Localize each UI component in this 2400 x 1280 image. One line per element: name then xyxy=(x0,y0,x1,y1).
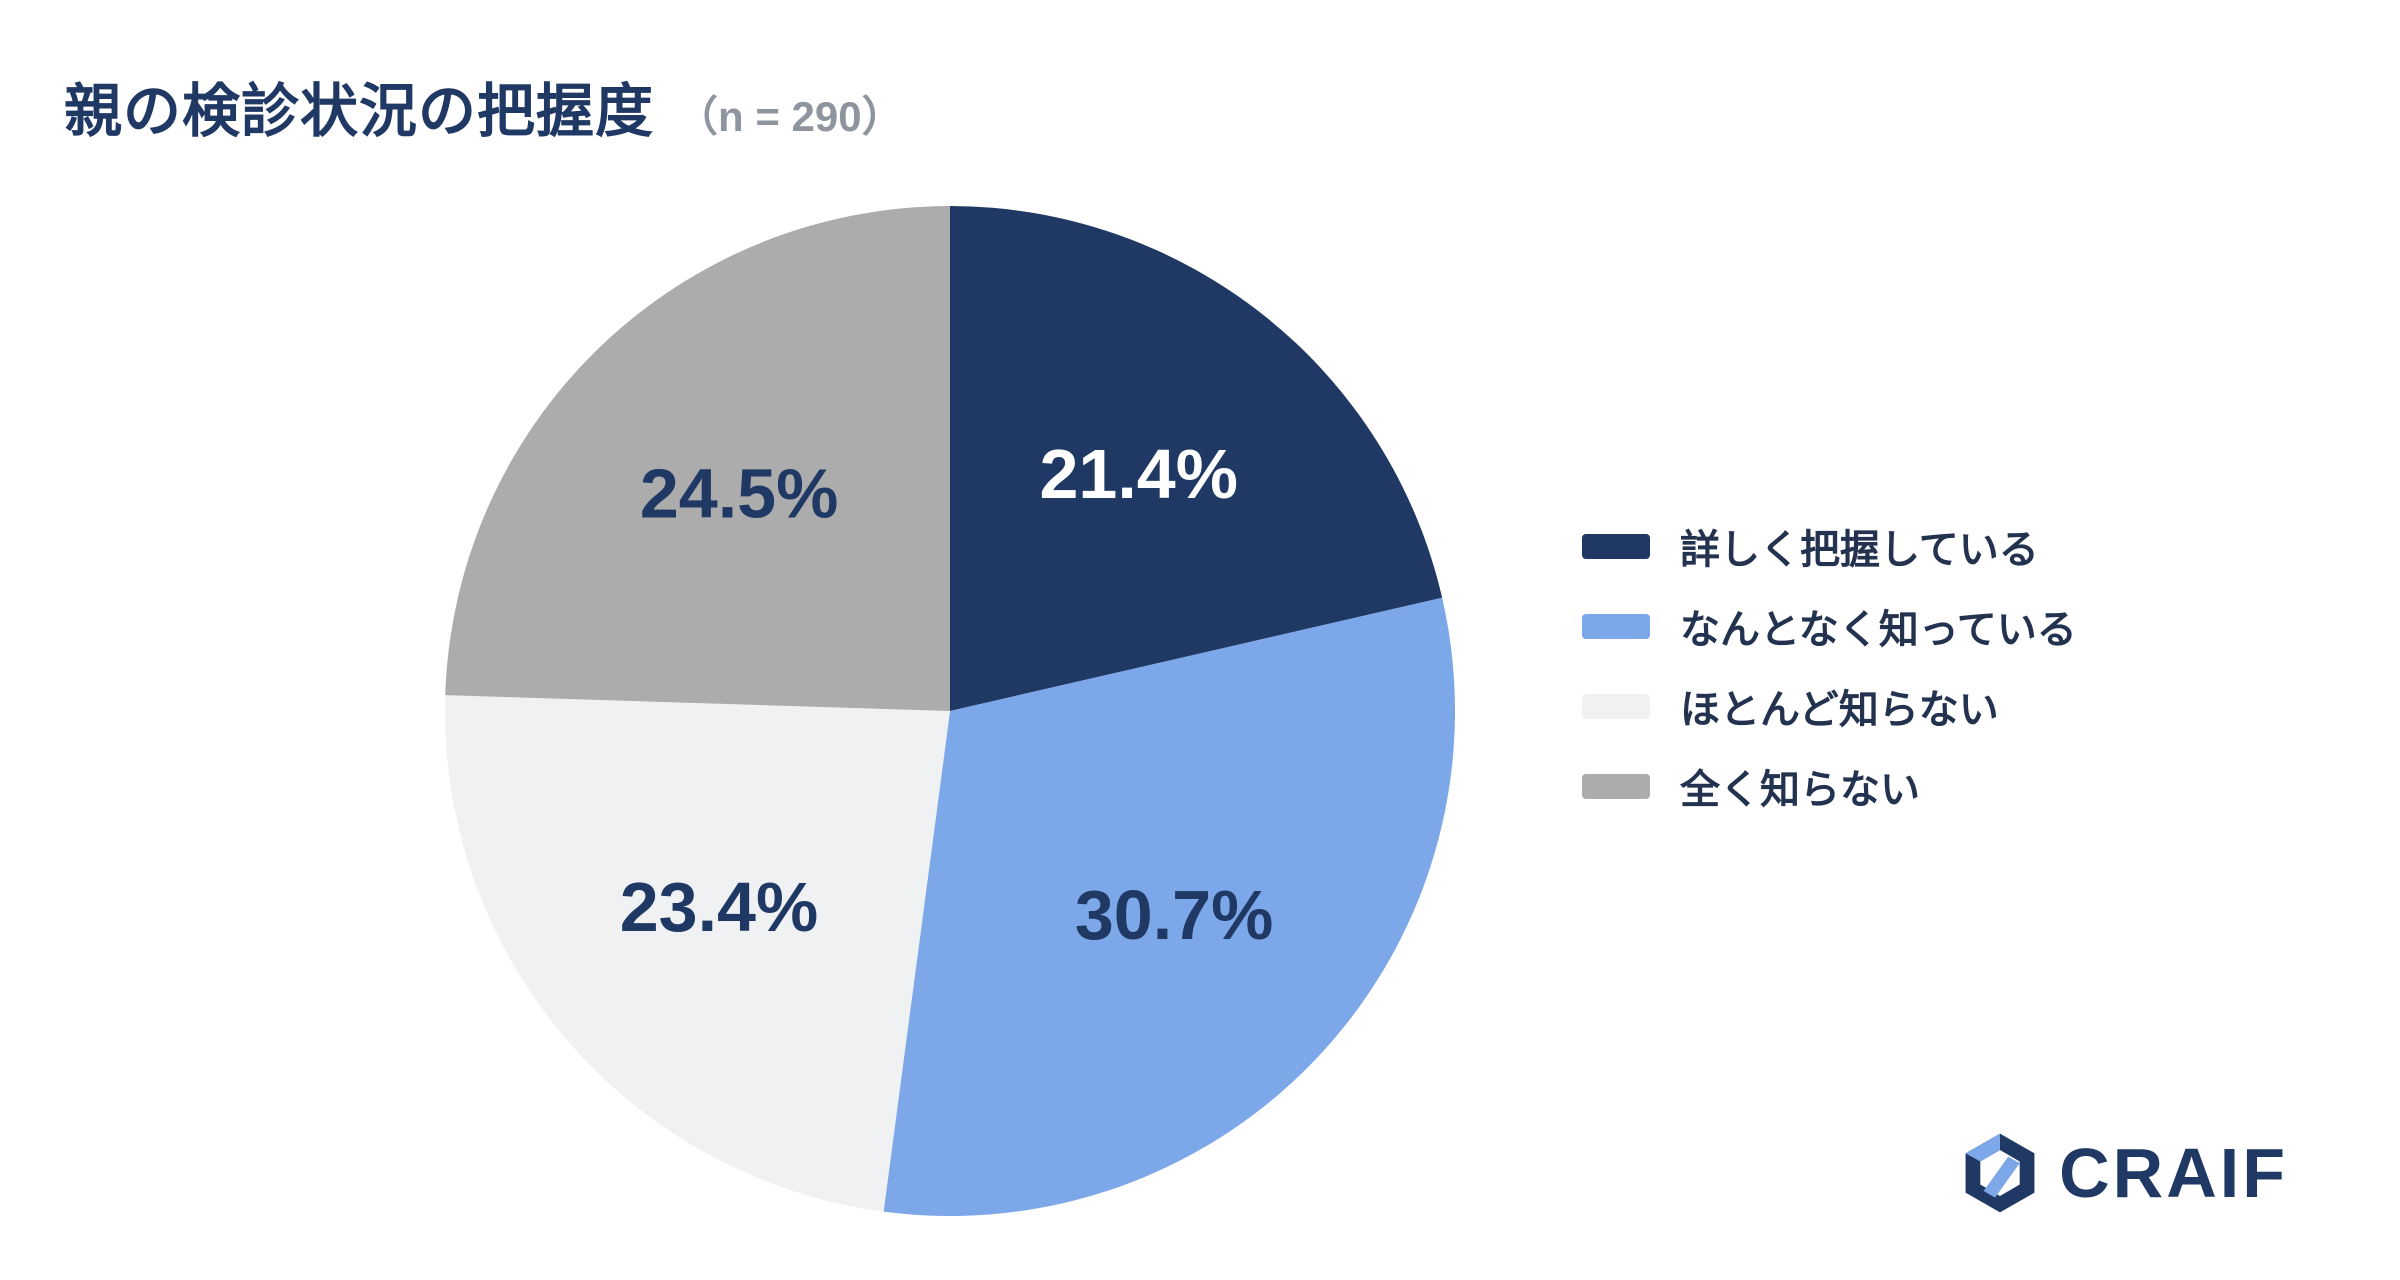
legend-item-0: 詳しく把握している xyxy=(1582,506,2077,586)
legend-label-2: ほとんど知らない xyxy=(1680,688,1999,732)
brand-logo-text: CRAIF xyxy=(2059,1134,2288,1212)
legend-item-3: 全く知らない xyxy=(1582,746,2077,826)
pie-slice-value-3: 24.5% xyxy=(640,454,838,532)
brand-logo: CRAIF xyxy=(1959,1132,2288,1214)
legend-swatch-3 xyxy=(1582,773,1650,799)
pie-slice-3 xyxy=(445,206,950,711)
legend-label-3: 全く知らない xyxy=(1680,768,1920,812)
sample-size-label: （n = 290） xyxy=(676,93,904,140)
pie-slice-0 xyxy=(950,206,1443,711)
legend-swatch-0 xyxy=(1582,533,1650,559)
chart-title: 親の検診状況の把握度 xyxy=(64,79,655,144)
pie-slice-value-2: 23.4% xyxy=(620,868,818,946)
legend: 詳しく把握している なんとなく知っている ほとんど知らない 全く知らない xyxy=(1582,506,2077,826)
legend-label-0: 詳しく把握している xyxy=(1680,528,2039,572)
legend-item-1: なんとなく知っている xyxy=(1582,586,2077,666)
pie-slice-value-0: 21.4% xyxy=(1039,435,1237,513)
legend-swatch-2 xyxy=(1582,693,1650,719)
pie-chart: 21.4% 30.7% 23.4% 24.5% xyxy=(445,206,1456,1217)
pie-slice-1 xyxy=(883,597,1456,1217)
title-row: 親の検診状況の把握度 （n = 290） xyxy=(64,64,904,148)
pie-slice-value-1: 30.7% xyxy=(1075,876,1273,954)
legend-label-1: なんとなく知っている xyxy=(1680,608,2077,652)
craif-hexagon-icon xyxy=(1965,1133,2035,1213)
legend-swatch-1 xyxy=(1582,613,1650,639)
legend-item-2: ほとんど知らない xyxy=(1582,666,2077,746)
pie-slice-2 xyxy=(445,695,950,1212)
